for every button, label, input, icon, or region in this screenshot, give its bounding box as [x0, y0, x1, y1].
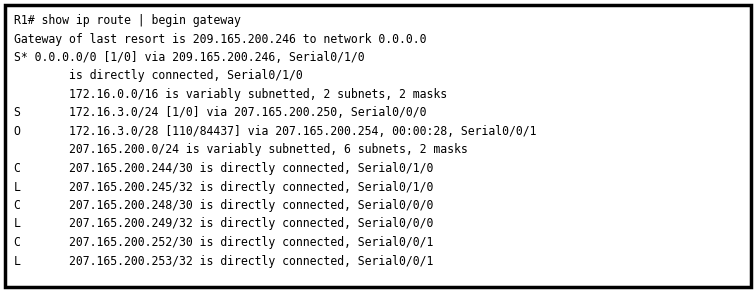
Text: L       207.165.200.245/32 is directly connected, Serial0/1/0: L 207.165.200.245/32 is directly connect…: [14, 180, 433, 194]
Text: L       207.165.200.253/32 is directly connected, Serial0/0/1: L 207.165.200.253/32 is directly connect…: [14, 255, 433, 267]
Text: S* 0.0.0.0/0 [1/0] via 209.165.200.246, Serial0/1/0: S* 0.0.0.0/0 [1/0] via 209.165.200.246, …: [14, 51, 364, 64]
Text: C       207.165.200.244/30 is directly connected, Serial0/1/0: C 207.165.200.244/30 is directly connect…: [14, 162, 433, 175]
Text: C       207.165.200.248/30 is directly connected, Serial0/0/0: C 207.165.200.248/30 is directly connect…: [14, 199, 433, 212]
Text: 207.165.200.0/24 is variably subnetted, 6 subnets, 2 masks: 207.165.200.0/24 is variably subnetted, …: [14, 143, 468, 157]
Text: C       207.165.200.252/30 is directly connected, Serial0/0/1: C 207.165.200.252/30 is directly connect…: [14, 236, 433, 249]
Text: L       207.165.200.249/32 is directly connected, Serial0/0/0: L 207.165.200.249/32 is directly connect…: [14, 218, 433, 230]
Text: Gateway of last resort is 209.165.200.246 to network 0.0.0.0: Gateway of last resort is 209.165.200.24…: [14, 32, 426, 46]
Text: S       172.16.3.0/24 [1/0] via 207.165.200.250, Serial0/0/0: S 172.16.3.0/24 [1/0] via 207.165.200.25…: [14, 107, 426, 119]
Text: 172.16.0.0/16 is variably subnetted, 2 subnets, 2 masks: 172.16.0.0/16 is variably subnetted, 2 s…: [14, 88, 447, 101]
Text: R1# show ip route | begin gateway: R1# show ip route | begin gateway: [14, 14, 241, 27]
Text: O       172.16.3.0/28 [110/84437] via 207.165.200.254, 00:00:28, Serial0/0/1: O 172.16.3.0/28 [110/84437] via 207.165.…: [14, 125, 537, 138]
Text: is directly connected, Serial0/1/0: is directly connected, Serial0/1/0: [14, 69, 302, 83]
